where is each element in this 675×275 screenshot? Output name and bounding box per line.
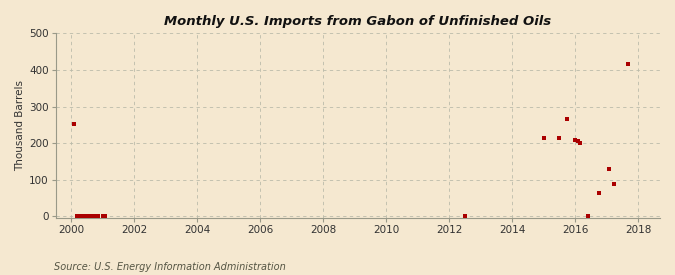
Point [554,136,565,140]
Point [69,122,80,127]
Title: Monthly U.S. Imports from Gabon of Unfinished Oils: Monthly U.S. Imports from Gabon of Unfin… [164,15,551,28]
Point [84,214,95,218]
Point [603,167,614,171]
Point [98,214,109,218]
Point [572,139,583,144]
Point [538,136,549,140]
Point [609,181,620,186]
Point [570,137,580,142]
Point [593,191,604,195]
Point [92,214,103,218]
Point [79,214,90,218]
Point [100,214,111,218]
Point [90,214,101,218]
Point [562,117,572,122]
Point [87,214,98,218]
Y-axis label: Thousand Barrels: Thousand Barrels [15,80,25,171]
Point [72,214,82,218]
Point [583,214,593,218]
Point [74,214,85,218]
Point [460,214,470,218]
Point [82,214,92,218]
Text: Source: U.S. Energy Information Administration: Source: U.S. Energy Information Administ… [54,262,286,272]
Point [76,214,87,218]
Point [622,62,633,67]
Point [575,141,586,145]
